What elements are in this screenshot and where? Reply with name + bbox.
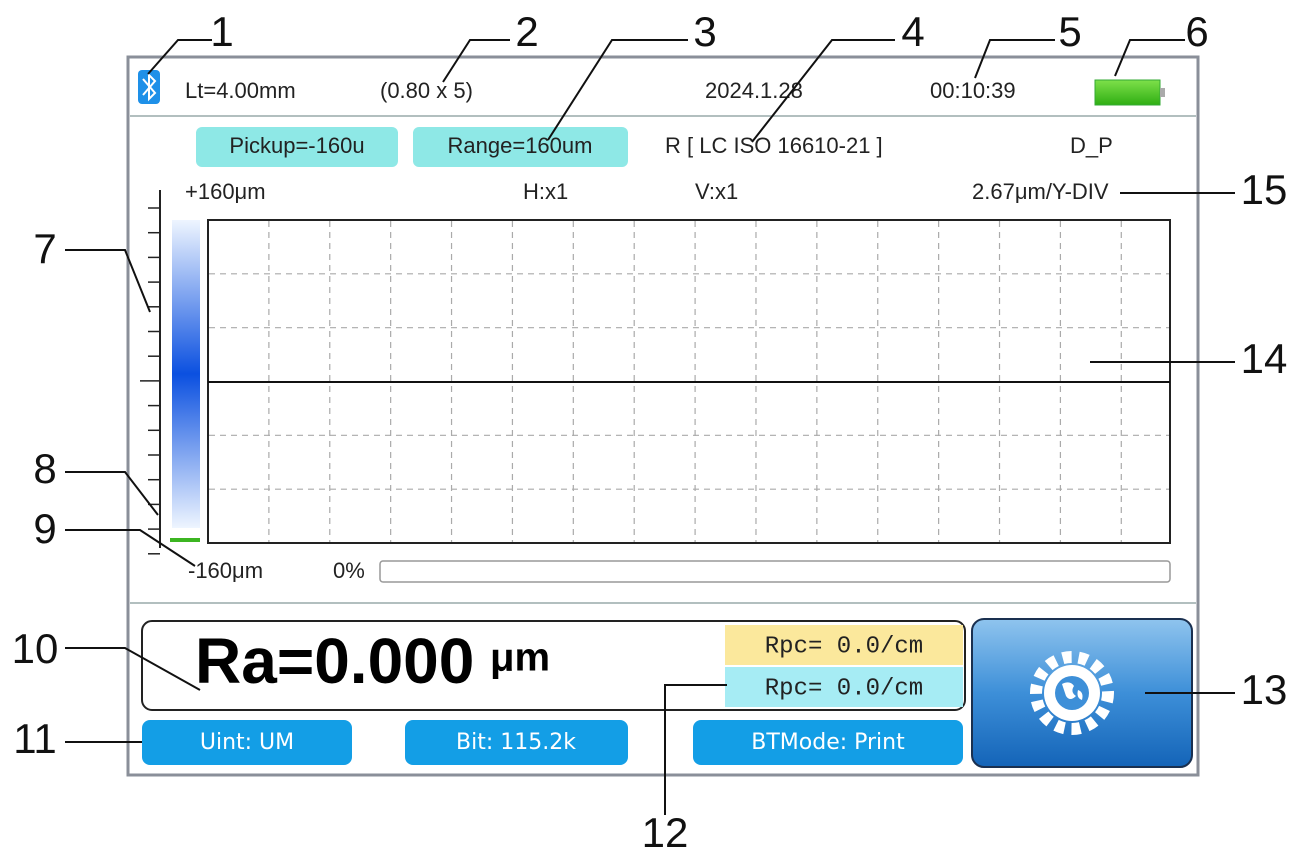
callout: 11	[13, 715, 57, 762]
pickup-box	[196, 127, 398, 167]
mode: D_P	[1070, 133, 1113, 158]
bt-mode-button-label[interactable]: BTMode: Print	[751, 730, 905, 755]
callout: 8	[33, 445, 56, 492]
callout: 3	[693, 8, 716, 55]
gear-teeth	[1030, 651, 1114, 735]
scale-top: +160μm	[185, 179, 266, 204]
leader	[65, 647, 201, 691]
callout: 4	[901, 8, 924, 55]
callout: 7	[33, 225, 56, 272]
callout: 5	[1058, 8, 1081, 55]
plot	[207, 219, 1171, 544]
callout: 15	[1241, 166, 1288, 213]
bluetooth-glyph	[142, 72, 157, 102]
callout: 14	[1241, 335, 1288, 382]
leader	[664, 684, 727, 815]
range-box	[413, 127, 628, 167]
callout: 12	[642, 809, 689, 856]
callout: 13	[1241, 666, 1288, 713]
v-zoom: V:x1	[695, 179, 738, 204]
ra-value: Ra=0.000	[195, 625, 474, 697]
leader	[547, 39, 688, 141]
callout-leaders	[65, 39, 1235, 815]
callout: 10	[12, 625, 59, 672]
level-gauge	[140, 190, 200, 555]
leader	[147, 39, 212, 75]
progress-label: 0%	[333, 558, 365, 583]
unit-button[interactable]	[142, 720, 352, 765]
unit-button-label[interactable]: Uint: UM	[200, 730, 294, 755]
callout: 2	[515, 8, 538, 55]
battery-tip	[1160, 88, 1165, 97]
h-zoom: H:x1	[523, 179, 568, 204]
bt-mode-button[interactable]	[693, 720, 963, 765]
leader	[65, 471, 159, 516]
filter: R [ LC ISO 16610-21 ]	[665, 133, 883, 158]
rpc-1: Rpc= 0.0/cm	[765, 633, 923, 660]
callout: 9	[33, 505, 56, 552]
leader	[974, 39, 1055, 79]
leader	[65, 249, 151, 313]
pickup: Pickup=-160u	[229, 133, 364, 158]
gauge-bar	[172, 220, 200, 528]
callout: 1	[210, 8, 233, 55]
bit-button-label[interactable]: Bit: 115.2k	[456, 730, 576, 755]
rpc-2: Rpc= 0.0/cm	[765, 675, 923, 702]
time: 00:10:39	[930, 78, 1016, 103]
y-div: 2.67μm/Y-DIV	[972, 179, 1109, 204]
cutoff: (0.80 x 5)	[380, 78, 473, 103]
leader	[1114, 39, 1185, 77]
globe-land	[1062, 682, 1083, 700]
range: Range=160um	[448, 133, 593, 158]
length: Lt=4.00mm	[185, 78, 296, 103]
rpc-box	[725, 667, 963, 707]
ra-unit: μm	[490, 636, 550, 680]
leader	[442, 39, 510, 83]
scale-bottom: -160μm	[188, 558, 263, 583]
progress-bar	[379, 560, 1171, 583]
callout: 6	[1185, 8, 1208, 55]
rpc-box	[725, 625, 963, 665]
battery	[1094, 79, 1161, 106]
date: 2024.1.28	[705, 78, 803, 103]
bit-button[interactable]	[405, 720, 628, 765]
leader	[751, 39, 895, 143]
leader	[65, 529, 196, 567]
